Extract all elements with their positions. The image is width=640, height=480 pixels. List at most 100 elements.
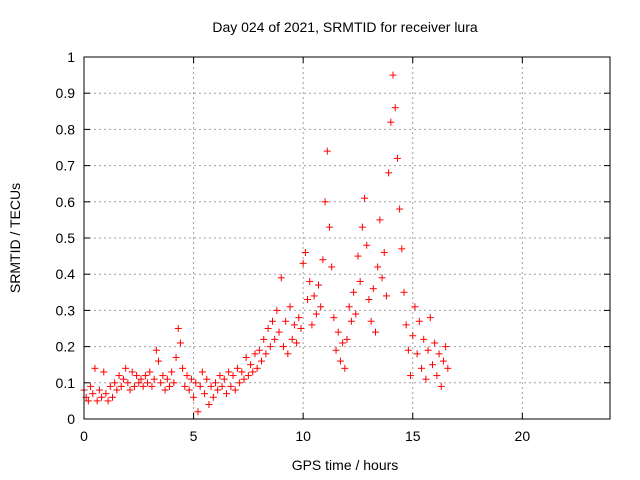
data-point bbox=[339, 339, 347, 347]
data-point bbox=[137, 375, 145, 383]
data-point bbox=[102, 390, 110, 398]
data-point bbox=[347, 317, 355, 325]
data-point bbox=[391, 104, 399, 112]
data-point bbox=[247, 361, 255, 369]
data-point bbox=[378, 274, 386, 282]
data-point bbox=[205, 401, 213, 409]
data-point bbox=[209, 393, 217, 401]
data-point bbox=[275, 328, 283, 336]
data-point bbox=[181, 382, 189, 390]
data-point bbox=[385, 169, 393, 177]
data-point bbox=[321, 198, 329, 206]
data-point bbox=[227, 382, 235, 390]
data-point bbox=[108, 393, 116, 401]
data-point bbox=[352, 310, 360, 318]
data-point bbox=[124, 379, 132, 387]
data-point bbox=[128, 368, 136, 376]
data-point bbox=[144, 379, 152, 387]
data-point bbox=[104, 397, 112, 405]
data-point bbox=[155, 357, 163, 365]
data-point bbox=[418, 364, 426, 372]
data-point bbox=[402, 321, 410, 329]
data-point bbox=[179, 364, 187, 372]
data-point bbox=[279, 343, 287, 351]
data-point bbox=[201, 390, 209, 398]
data-point bbox=[325, 223, 333, 231]
grid bbox=[84, 57, 610, 419]
data-point bbox=[242, 353, 250, 361]
data-points bbox=[80, 71, 452, 416]
data-point bbox=[130, 382, 138, 390]
x-tick-label: 20 bbox=[515, 428, 531, 444]
data-point bbox=[317, 303, 325, 311]
data-point bbox=[119, 375, 127, 383]
data-point bbox=[312, 310, 320, 318]
y-tick-label: 0.6 bbox=[56, 194, 76, 210]
data-point bbox=[444, 364, 452, 372]
data-point bbox=[100, 368, 108, 376]
data-point bbox=[431, 339, 439, 347]
data-point bbox=[87, 382, 95, 390]
data-point bbox=[358, 223, 366, 231]
x-tick-label: 5 bbox=[190, 428, 198, 444]
data-point bbox=[150, 375, 158, 383]
data-point bbox=[240, 375, 248, 383]
x-tick-label: 15 bbox=[405, 428, 421, 444]
data-point bbox=[295, 314, 303, 322]
data-point bbox=[122, 364, 130, 372]
data-point bbox=[282, 317, 290, 325]
data-point bbox=[216, 372, 224, 380]
data-point bbox=[185, 386, 193, 394]
x-tick-label: 0 bbox=[80, 428, 88, 444]
data-point bbox=[251, 350, 259, 358]
data-point bbox=[165, 382, 173, 390]
data-point bbox=[203, 375, 211, 383]
y-tick-label: 0.2 bbox=[56, 339, 76, 355]
y-tick-label: 0.9 bbox=[56, 85, 76, 101]
data-point bbox=[435, 350, 443, 358]
y-tick-label: 1 bbox=[67, 49, 75, 65]
y-tick-label: 0.4 bbox=[56, 266, 76, 282]
data-point bbox=[207, 382, 215, 390]
data-point bbox=[126, 386, 134, 394]
data-point bbox=[148, 382, 156, 390]
data-point bbox=[424, 346, 432, 354]
data-point bbox=[220, 375, 228, 383]
data-point bbox=[91, 364, 99, 372]
data-point bbox=[264, 325, 272, 332]
data-point bbox=[306, 277, 314, 285]
data-point bbox=[409, 332, 417, 340]
data-point bbox=[422, 375, 430, 383]
data-point bbox=[371, 328, 379, 336]
data-point bbox=[396, 205, 404, 213]
y-tick-label: 0.5 bbox=[56, 230, 76, 246]
data-point bbox=[354, 252, 362, 260]
plot-frame bbox=[83, 56, 611, 420]
data-point bbox=[212, 379, 219, 387]
data-point bbox=[229, 372, 237, 380]
data-point bbox=[111, 379, 119, 387]
data-point bbox=[367, 317, 375, 325]
data-point bbox=[293, 339, 301, 347]
data-point bbox=[187, 375, 195, 383]
data-point bbox=[89, 390, 97, 398]
data-point bbox=[323, 147, 331, 155]
data-point bbox=[332, 346, 340, 354]
data-point bbox=[183, 372, 191, 380]
data-point bbox=[361, 194, 369, 202]
data-point bbox=[262, 350, 270, 358]
data-point bbox=[139, 382, 147, 390]
chart-title: Day 024 of 2021, SRMTID for receiver lur… bbox=[212, 19, 478, 35]
data-point bbox=[428, 361, 436, 369]
data-point bbox=[319, 256, 327, 264]
data-point bbox=[426, 314, 434, 322]
x-tick-label: 10 bbox=[295, 428, 311, 444]
data-point bbox=[231, 386, 239, 394]
data-point bbox=[141, 372, 149, 380]
data-point bbox=[273, 306, 281, 314]
data-point bbox=[115, 372, 123, 380]
data-point bbox=[387, 118, 395, 126]
data-point bbox=[290, 321, 298, 329]
data-point bbox=[363, 241, 371, 249]
data-point bbox=[93, 397, 101, 405]
